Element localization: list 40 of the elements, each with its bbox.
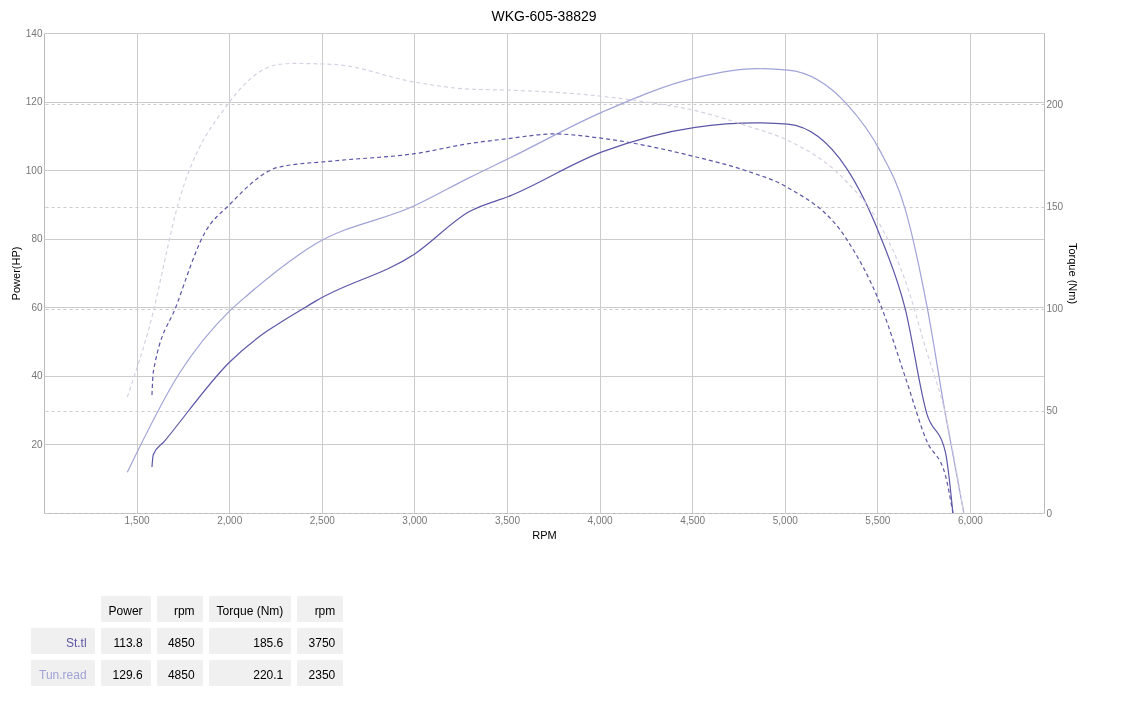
text: Power — [100, 596, 151, 622]
text: 129.6 — [100, 660, 151, 686]
x-tick-label: 2,000 — [217, 514, 243, 526]
y2-axis-title: Torque (Nm) — [1067, 242, 1080, 305]
y-tick-label: 120 — [25, 96, 43, 108]
text: Tun.read — [31, 660, 95, 686]
y2-tick-label: 200 — [1046, 98, 1064, 110]
x-tick-label: 4,500 — [680, 514, 706, 526]
y2-tick-label: 0 — [1046, 507, 1053, 519]
text: St.tl — [31, 628, 95, 654]
text: 3750 — [297, 628, 344, 654]
text: 113.8 — [100, 628, 151, 654]
x-tick-label: 2,500 — [309, 514, 336, 526]
y-tick-label: 140 — [25, 27, 43, 39]
y-tick-label: 80 — [31, 233, 43, 245]
text: Torque (Nm) — [208, 596, 292, 622]
y-axis-title: Power(HP) — [9, 246, 22, 301]
text: 4850 — [156, 660, 203, 686]
x-tick-label: 5,000 — [772, 514, 799, 526]
y2-tick-label: 100 — [1046, 303, 1064, 315]
x-tick-label: 3,500 — [494, 514, 521, 526]
y-tick-label: 20 — [31, 438, 43, 450]
text: rpm — [156, 596, 203, 622]
y2-tick-label: 50 — [1046, 405, 1059, 417]
x-tick-label: 4,000 — [587, 514, 613, 526]
text: 220.1 — [208, 660, 292, 686]
text: 185.6 — [208, 628, 292, 654]
y-tick-label: 60 — [31, 301, 43, 313]
y-tick-label: 100 — [25, 164, 43, 176]
text: rpm — [297, 596, 344, 622]
x-tick-label: 6,000 — [957, 514, 984, 526]
x-tick-label: 5,500 — [865, 514, 891, 526]
text: 2350 — [297, 660, 344, 686]
x-axis-title: RPM — [532, 528, 557, 541]
x-tick-label: 1,500 — [124, 514, 151, 526]
y-tick-label: 40 — [31, 370, 43, 382]
y2-tick-label: 150 — [1046, 201, 1064, 213]
x-tick-label: 3,000 — [402, 514, 428, 526]
text: 4850 — [156, 628, 203, 654]
chart-title: WKG-605-38829 — [491, 8, 597, 24]
